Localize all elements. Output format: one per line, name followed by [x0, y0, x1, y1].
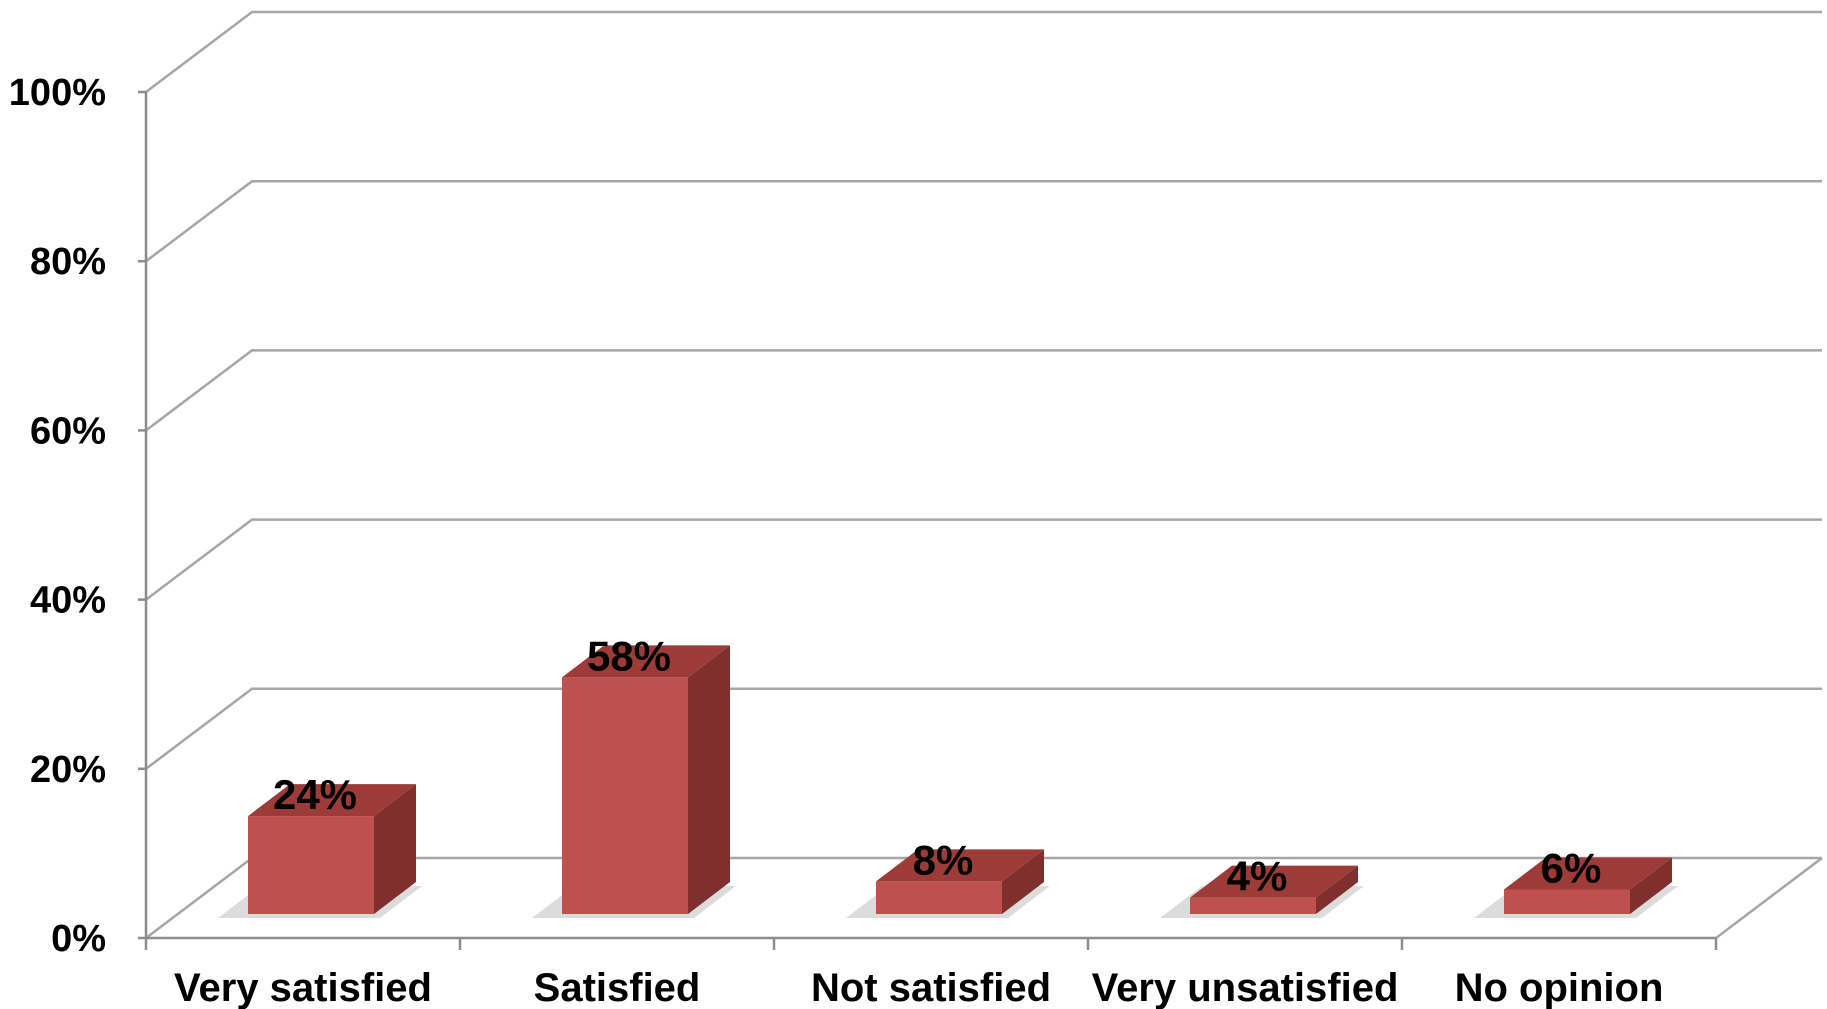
y-tick-label: 100% — [9, 72, 106, 114]
bar-side — [1316, 865, 1358, 914]
data-labels: 24% 58% 8% 4% 6% — [273, 632, 1601, 899]
x-category-label: No opinion — [1455, 966, 1664, 1009]
gridline — [145, 10, 1822, 93]
bars — [248, 645, 1672, 914]
gridline — [145, 687, 1822, 770]
x-category-label: Very satisfied — [174, 966, 432, 1009]
bar-top — [1190, 865, 1358, 898]
x-axis-labels: Very satisfied Satisfied Not satisfied Very… — [174, 966, 1663, 1009]
bar — [1190, 897, 1316, 914]
y-tick-label: 80% — [30, 241, 106, 283]
bar-top — [876, 849, 1044, 882]
floor-right-edge — [1715, 857, 1823, 939]
bar-side — [1630, 857, 1672, 914]
y-axis-ticks: 0% 20% 40% 60% 80% 100% — [9, 72, 146, 960]
bar-side — [688, 645, 730, 914]
x-category-label: Not satisfied — [811, 966, 1051, 1009]
y-tick-label: 40% — [30, 580, 106, 622]
bar — [876, 881, 1002, 914]
bar — [248, 816, 374, 914]
bar — [562, 677, 688, 914]
x-category-label: Very unsatisfied — [1092, 966, 1399, 1009]
y-tick-label: 0% — [51, 918, 106, 960]
gridline — [145, 349, 1822, 432]
y-tick-label: 60% — [30, 410, 106, 452]
gridline — [145, 179, 1822, 263]
data-label: 4% — [1227, 853, 1288, 900]
bar-top — [562, 645, 730, 678]
data-label: 24% — [273, 771, 357, 818]
bar-side — [1002, 849, 1044, 914]
data-label: 58% — [587, 632, 671, 679]
bar-top — [248, 784, 416, 817]
bar — [1504, 889, 1630, 914]
bar-side — [374, 784, 416, 914]
y-tick-label: 20% — [30, 749, 106, 791]
bar-top — [1504, 857, 1672, 890]
data-label: 6% — [1541, 845, 1602, 892]
gridline — [145, 518, 1822, 601]
gridlines — [144, 10, 1822, 938]
x-category-label: Satisfied — [534, 966, 701, 1009]
data-label: 8% — [913, 836, 974, 883]
